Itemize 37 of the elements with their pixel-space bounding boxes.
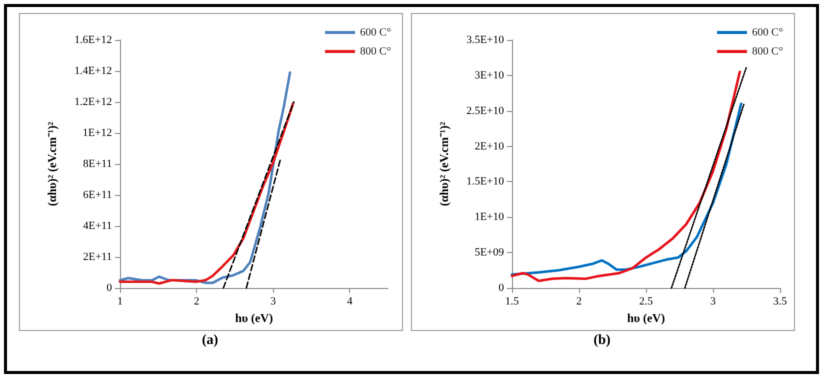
y-axis-title: (αhυ)² (eV.cm⁻¹)² <box>437 122 451 206</box>
y-tick-label: 1.2E+12 <box>74 96 112 108</box>
x-tick-label: 3 <box>270 296 276 308</box>
x-tick-label: 1.5 <box>505 296 520 308</box>
y-tick-label: 0 <box>498 282 504 294</box>
y-tick-label: 3.5E+10 <box>466 34 504 46</box>
x-axis-title: hυ (eV) <box>627 310 665 325</box>
text: (a) <box>200 333 220 349</box>
legend-label: 600 C° <box>360 26 392 38</box>
x-tick-label: 2 <box>194 296 200 308</box>
y-tick-label: 1E+12 <box>82 127 112 139</box>
x-tick-label: 1 <box>117 296 123 308</box>
legend-label: 800 C° <box>360 46 392 58</box>
y-tick-label: 2.5E+10 <box>466 104 504 117</box>
y-tick-label: 5E+09 <box>474 246 504 259</box>
y-tick-label: 2E+11 <box>82 251 112 263</box>
y-tick-label: 1E+10 <box>474 211 504 224</box>
x-tick-label: 3.5 <box>773 296 788 308</box>
y-tick-label: 3E+10 <box>474 69 504 82</box>
y-tick-label: 1.4E+12 <box>74 65 112 77</box>
y-tick-label: 8E+11 <box>82 158 112 170</box>
y-tick-label: 6E+11 <box>82 189 112 201</box>
legend-label: 800 C° <box>752 46 784 58</box>
y-axis-title: (αhυ)² (eV.cm⁻¹)² <box>45 122 59 206</box>
y-tick-label: 1.6E+12 <box>74 34 112 46</box>
y-tick-label: 4E+11 <box>82 220 112 232</box>
x-axis-title: hυ (eV) <box>235 310 273 325</box>
y-tick-label: 1.5E+10 <box>466 176 504 188</box>
x-tick-label: 4 <box>346 296 353 308</box>
y-tick-label: 0 <box>106 282 112 294</box>
line-series <box>118 102 294 285</box>
text: (b) <box>592 333 612 349</box>
x-tick-label: 2 <box>576 296 582 308</box>
y-tick-label: 2E+10 <box>474 140 504 152</box>
x-tick-label: 3 <box>710 296 716 308</box>
legend-label: 600 C° <box>752 26 784 38</box>
x-tick-label: 2.5 <box>639 296 654 308</box>
